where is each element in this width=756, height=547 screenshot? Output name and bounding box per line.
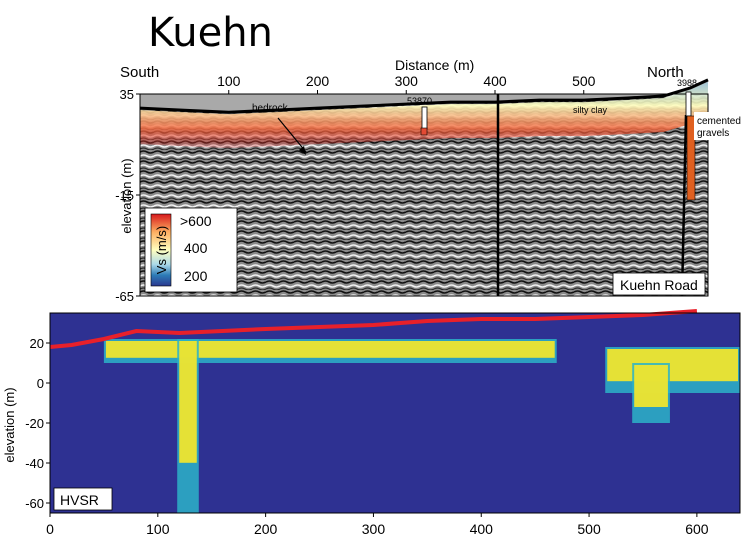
seismic-y-axis-label: elevation (m) <box>119 158 134 233</box>
seismic-x-tick-label: 200 <box>306 73 330 89</box>
hvsr-panel: HVSR 0 100 200 300 400 500 600 200-20-40-60 el… <box>2 309 741 537</box>
hvsr-x-tick-label: 200 <box>254 521 278 537</box>
colorbar-ramp <box>150 213 172 287</box>
seismic-x-ticks: 100 200 300 400 500 <box>217 73 596 94</box>
colorbar-tick-high: >600 <box>180 213 212 229</box>
hvsr-zone-core <box>607 349 738 382</box>
bedrock-arrow <box>277 117 307 153</box>
hvsr-x-tick-label: 600 <box>685 521 709 537</box>
hvsr-zone-core <box>179 341 197 463</box>
hvsr-y-tick-label: 20 <box>30 336 44 351</box>
cemented-gravels-box <box>694 112 738 140</box>
hvsr-y-tick-label: -60 <box>25 496 44 511</box>
colorbar-tick-low: 200 <box>184 268 208 284</box>
hvsr-surface-line <box>49 309 698 349</box>
well-53870-marker <box>421 106 428 130</box>
road-label-box <box>612 272 706 296</box>
cemented-gravels-line-2: gravels <box>697 128 729 139</box>
cemented-gravels-line-1: cemented <box>697 116 741 127</box>
air-above-surface <box>140 79 708 113</box>
colorbar-label: Vs (m/s) <box>154 226 169 274</box>
north-label: North <box>647 64 684 81</box>
hvsr-y-tick-label: -20 <box>25 416 44 431</box>
seismic-y-tick-label: -65 <box>115 289 134 304</box>
well-3988-label: 3988 <box>677 78 697 88</box>
bedrock-annotation: bedrock <box>252 103 289 114</box>
seismic-x-tick-label: 300 <box>395 73 419 89</box>
hvsr-amplitude-zones <box>103 339 740 513</box>
hvsr-y-axis-label: elevation (m) <box>2 387 17 462</box>
seismic-x-tick-label: 500 <box>572 73 596 89</box>
hvsr-frame <box>49 312 741 514</box>
section-divider-north <box>680 114 688 297</box>
cemented-gravels-bar <box>686 115 696 201</box>
hvsr-x-tick-label: 400 <box>470 521 494 537</box>
hvsr-x-tick-label: 500 <box>577 521 601 537</box>
cemented-gravels-annotation: cemented gravels <box>697 116 744 139</box>
well-53870-label: 53870 <box>407 96 432 106</box>
silty-clay-annotation: silty clay <box>573 105 608 115</box>
figure-title: Kuehn <box>148 10 273 56</box>
hvsr-x-tick-label: 300 <box>362 521 386 537</box>
vs-colorbar: Vs (m/s) >600 400 200 <box>144 207 238 293</box>
hvsr-x-ticks: 0 100 200 300 400 500 600 <box>46 513 709 537</box>
hvsr-y-tick-label: -40 <box>25 456 44 471</box>
ground-surface-line <box>139 78 709 114</box>
seismic-x-axis-label: Distance (m) <box>395 57 474 73</box>
hvsr-y-ticks: 20 0 -20 -40 -60 <box>25 336 50 511</box>
well-3988-marker <box>685 91 692 117</box>
seismic-panel: South North Distance (m) 100 200 300 400 500… <box>115 57 744 304</box>
well-53870-sample <box>420 127 428 136</box>
hvsr-y-tick-label: 0 <box>37 376 44 391</box>
seismic-y-ticks: 35 -15 -65 <box>115 87 140 304</box>
seismic-y-tick-label: 35 <box>120 87 134 102</box>
hvsr-label-box <box>53 487 113 511</box>
road-label: Kuehn Road <box>620 277 698 293</box>
bedrock-arrow-head <box>299 146 306 155</box>
hvsr-x-tick-label: 100 <box>146 521 170 537</box>
hvsr-zone-core <box>105 341 555 358</box>
hvsr-label: HVSR <box>60 492 99 508</box>
hvsr-x-tick-label: 0 <box>46 521 54 537</box>
seismic-y-tick-label: -15 <box>115 188 134 203</box>
colorbar-tick-mid: 400 <box>184 240 208 256</box>
hvsr-zone-core <box>634 365 668 407</box>
seismic-x-tick-label: 100 <box>217 73 241 89</box>
south-label: South <box>120 64 159 81</box>
seismic-x-tick-label: 400 <box>483 73 507 89</box>
